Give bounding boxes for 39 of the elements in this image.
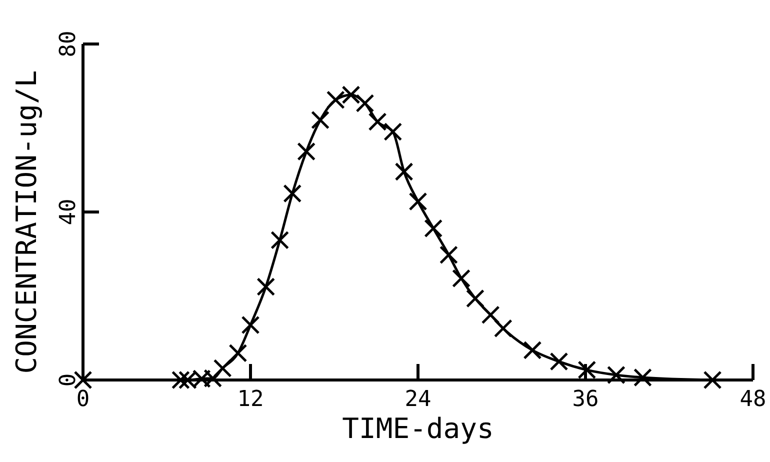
point — [241, 316, 260, 334]
point — [384, 122, 402, 142]
x-tick-label: 24 — [404, 387, 432, 412]
point — [74, 370, 92, 390]
point — [342, 86, 360, 104]
point — [606, 366, 626, 384]
point — [481, 306, 500, 324]
point — [494, 319, 512, 338]
point — [452, 269, 471, 288]
point — [578, 360, 596, 380]
point — [368, 112, 387, 131]
y-axis-title: CONCENTRATION-ug/L — [10, 70, 43, 374]
point — [297, 142, 316, 161]
y-tick-label: 40 — [56, 198, 81, 226]
x-tick-label: 12 — [237, 387, 264, 412]
point — [171, 370, 190, 390]
point — [326, 90, 345, 110]
point — [394, 162, 414, 181]
point — [270, 230, 290, 250]
x-axis-title: TIME-days — [342, 412, 494, 445]
point — [523, 340, 542, 360]
point — [311, 110, 330, 130]
point — [356, 94, 374, 112]
point — [633, 368, 652, 387]
point — [213, 358, 232, 378]
x-tick-label: 48 — [740, 387, 766, 412]
x-tick-label: 36 — [572, 387, 599, 412]
point — [703, 370, 722, 390]
point — [439, 246, 458, 264]
point — [204, 369, 222, 388]
y-tick-label: 0 — [56, 373, 81, 387]
point — [550, 352, 568, 371]
point — [408, 192, 428, 211]
point — [228, 344, 248, 362]
point — [256, 278, 276, 296]
point — [283, 184, 302, 203]
y-tick-label: 80 — [56, 30, 81, 58]
point — [466, 289, 484, 308]
point — [424, 219, 443, 238]
